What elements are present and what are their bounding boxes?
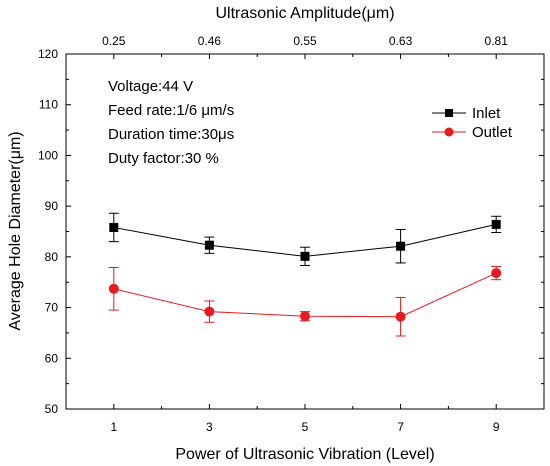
top-tick-label: 0.55 xyxy=(293,34,317,48)
annotation-voltage: Voltage:44 V xyxy=(108,78,193,95)
x-axis-title: Power of Ultrasonic Vibration (Level) xyxy=(175,446,434,463)
legend-outlet-marker xyxy=(444,127,454,137)
outlet-point xyxy=(108,283,119,294)
legend-outlet-label: Outlet xyxy=(472,124,513,141)
x-tick-label: 3 xyxy=(206,420,213,434)
top-tick-label: 0.81 xyxy=(485,34,509,48)
annotation-duration: Duration time:30μs xyxy=(108,126,234,143)
inlet-point xyxy=(109,222,119,232)
inlet-point xyxy=(491,219,501,229)
x-tick-label: 9 xyxy=(493,420,500,434)
legend-inlet-label: Inlet xyxy=(472,105,501,122)
axes-layer: 1 0.25 3 0.46 5 0.55 7 0.63 9 0.81 50 60 70 80 90 100 11… xyxy=(38,34,544,434)
top-tick-label: 0.46 xyxy=(198,34,222,48)
inlet-point xyxy=(300,251,310,261)
y-tick-label: 80 xyxy=(45,250,59,264)
y-tick-label: 70 xyxy=(45,301,59,315)
x-tick-label: 1 xyxy=(110,420,117,434)
y-tick-label: 90 xyxy=(45,199,59,213)
top-axis-title: Ultrasonic Amplitude(μm) xyxy=(215,5,394,22)
y-tick-label: 60 xyxy=(45,351,59,365)
inlet-point xyxy=(396,241,406,251)
y-tick-label: 100 xyxy=(38,148,58,162)
series-outlet xyxy=(108,265,502,337)
y-axis-title: Average Hole Diameter(μm) xyxy=(7,131,24,330)
legend: Inlet Outlet xyxy=(432,105,513,141)
outlet-point xyxy=(491,268,502,279)
annotation-feed-rate: Feed rate:1/6 μm/s xyxy=(108,102,234,119)
y-tick-label: 50 xyxy=(45,402,59,416)
outlet-point xyxy=(395,311,406,322)
top-tick-label: 0.63 xyxy=(389,34,413,48)
x-tick-label: 7 xyxy=(397,420,404,434)
x-tick-label: 5 xyxy=(302,420,309,434)
outlet-line xyxy=(113,272,497,318)
outlet-point xyxy=(204,306,215,317)
outlet-point xyxy=(300,311,310,322)
y-tick-label: 120 xyxy=(38,47,58,61)
series-inlet xyxy=(108,212,502,266)
top-tick-label: 0.25 xyxy=(102,34,126,48)
inlet-point xyxy=(204,240,214,250)
series-layer xyxy=(108,212,502,337)
legend-inlet-marker xyxy=(445,109,453,117)
annotation-block: Voltage:44 V Feed rate:1/6 μm/s Duration… xyxy=(108,78,234,167)
y-tick-label: 110 xyxy=(39,98,58,112)
annotation-duty-factor: Duty factor:30 % xyxy=(108,150,219,167)
